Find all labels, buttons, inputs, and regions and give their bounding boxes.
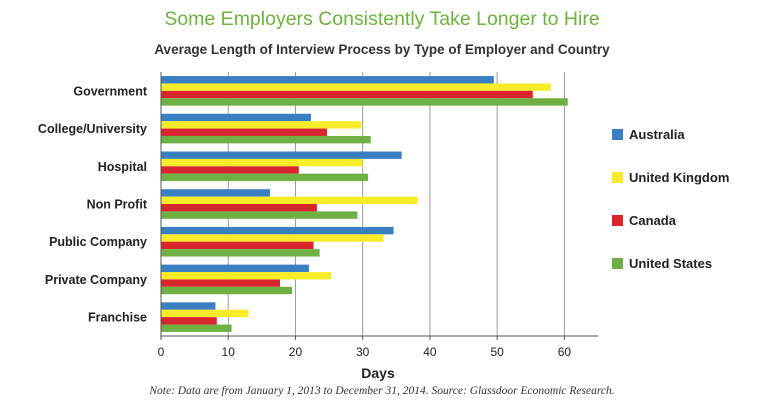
x-tick-label-60: 60 (558, 345, 572, 359)
bar-government-united-states (161, 98, 568, 106)
x-axis-label: Days (361, 365, 395, 381)
bar-franchise-united-states (161, 324, 232, 332)
category-labels: Government College/University Hospital Non … (38, 84, 148, 324)
legend-swatch-australia (612, 129, 623, 140)
legend-label-united-states: United States (629, 256, 712, 271)
bar-private-company-australia (161, 264, 309, 273)
bar-franchise-australia (161, 302, 216, 310)
category-label-government: Government (73, 84, 147, 98)
legend-swatch-united-states (612, 258, 623, 269)
bar-franchise-canada (161, 317, 217, 325)
x-tick-label-10: 10 (222, 345, 236, 359)
bar-government-united-kingdom (161, 83, 551, 91)
category-label-college-university: College/University (38, 122, 147, 136)
x-tick-label-0: 0 (158, 345, 165, 359)
bar-government-canada (161, 90, 533, 99)
x-tick-label-40: 40 (423, 345, 437, 359)
tick-labels: 0 10 20 30 40 50 60 (158, 345, 572, 359)
bar-college-university-australia (161, 113, 311, 122)
bar-college-university-canada (161, 128, 328, 136)
legend-label-australia: Australia (629, 127, 685, 142)
bar-public-company-united-states (161, 249, 320, 257)
bar-college-university-united-kingdom (161, 121, 362, 129)
bar-hospital-canada (161, 166, 299, 174)
axes (160, 72, 598, 340)
x-tick-label-50: 50 (490, 345, 504, 359)
legend-swatch-united-kingdom (612, 172, 623, 183)
bar-college-university-united-states (161, 135, 371, 144)
bar-public-company-united-kingdom (161, 234, 384, 242)
category-label-franchise: Franchise (88, 311, 147, 325)
bar-government-australia (161, 76, 494, 84)
legend: Australia United Kingdom Canada United Stat… (612, 127, 729, 271)
source-note: Note: Data are from January 1, 2013 to D… (149, 385, 615, 397)
legend-label-united-kingdom: United Kingdom (629, 170, 729, 185)
legend-label-canada: Canada (629, 213, 677, 228)
bar-private-company-united-states (161, 286, 293, 295)
category-label-non-profit: Non Profit (87, 198, 148, 212)
bar-non-profit-united-states (161, 211, 358, 219)
bar-hospital-united-states (161, 173, 369, 182)
bar-public-company-australia (161, 226, 394, 235)
bar-non-profit-canada (161, 204, 317, 212)
chart-subtitle: Average Length of Interview Process by T… (154, 42, 610, 57)
x-tick-label-30: 30 (356, 345, 370, 359)
bar-private-company-canada (161, 279, 280, 287)
bar-non-profit-united-kingdom (161, 196, 418, 204)
bar-private-company-united-kingdom (161, 272, 332, 280)
bar-public-company-canada (161, 241, 314, 250)
legend-swatch-canada (612, 215, 623, 226)
category-label-hospital: Hospital (98, 160, 147, 174)
x-tick-label-20: 20 (289, 345, 303, 359)
chart-title: Some Employers Consistently Take Longer … (164, 8, 600, 30)
bars (161, 76, 568, 332)
category-label-private-company: Private Company (45, 273, 147, 287)
bar-hospital-australia (161, 151, 402, 159)
category-label-public-company: Public Company (49, 235, 147, 249)
bar-non-profit-australia (161, 189, 270, 197)
bar-hospital-united-kingdom (161, 158, 363, 167)
bar-franchise-united-kingdom (161, 309, 249, 318)
